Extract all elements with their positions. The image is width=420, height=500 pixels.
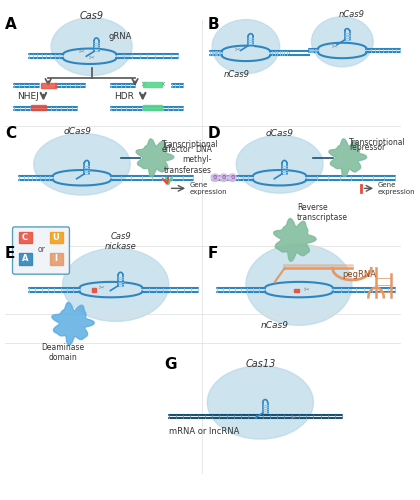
Text: Reverse
transcriptase: Reverse transcriptase [297, 202, 348, 222]
Text: DNA
methyl-
transferases: DNA methyl- transferases [164, 145, 212, 175]
Polygon shape [42, 83, 56, 87]
Text: ✂: ✂ [98, 284, 104, 290]
Text: U: U [52, 233, 59, 242]
Ellipse shape [312, 16, 373, 67]
Text: nCas9: nCas9 [223, 70, 249, 79]
Ellipse shape [63, 248, 169, 322]
Ellipse shape [212, 20, 280, 74]
Text: Cas9
nickase: Cas9 nickase [105, 232, 136, 251]
Text: Gene
expression: Gene expression [378, 182, 416, 195]
Text: dCas9: dCas9 [265, 129, 294, 138]
Text: nCas9: nCas9 [261, 322, 289, 330]
Text: dCas9: dCas9 [63, 128, 91, 136]
Text: ×: × [159, 81, 165, 87]
Text: Gene
expression: Gene expression [190, 182, 228, 195]
Polygon shape [143, 105, 162, 110]
Polygon shape [136, 139, 174, 177]
Text: ✂: ✂ [89, 55, 94, 61]
Circle shape [211, 174, 219, 182]
Circle shape [228, 174, 236, 182]
Polygon shape [143, 82, 162, 87]
Text: A: A [22, 254, 28, 263]
FancyBboxPatch shape [13, 227, 69, 274]
Text: repressor: repressor [349, 142, 385, 152]
Text: G: G [164, 357, 176, 372]
Polygon shape [52, 302, 94, 345]
Text: nCas9: nCas9 [339, 10, 365, 18]
Text: HDR: HDR [114, 92, 134, 101]
Text: D: D [207, 126, 220, 140]
Text: B: B [207, 16, 219, 32]
Polygon shape [92, 288, 97, 292]
Text: ⊖: ⊖ [221, 176, 226, 180]
Text: Cas9: Cas9 [79, 10, 104, 20]
Polygon shape [50, 253, 63, 264]
Text: E: E [5, 246, 15, 261]
Ellipse shape [246, 244, 352, 326]
Polygon shape [31, 105, 46, 110]
Polygon shape [294, 288, 299, 292]
Text: or: or [37, 244, 45, 254]
Ellipse shape [236, 136, 323, 193]
Text: F: F [207, 246, 218, 261]
Ellipse shape [207, 366, 313, 439]
Text: ✂: ✂ [291, 415, 297, 421]
Text: gRNA: gRNA [109, 32, 132, 42]
Text: ✂: ✂ [332, 44, 338, 50]
Text: ×: × [140, 81, 146, 87]
Text: ✂: ✂ [79, 50, 85, 56]
Text: Transcriptional: Transcriptional [349, 138, 406, 147]
Text: ⊖: ⊖ [213, 176, 217, 180]
Text: Transcriptional: Transcriptional [162, 140, 219, 149]
Text: ⊖: ⊖ [230, 176, 235, 180]
Ellipse shape [51, 18, 132, 76]
Polygon shape [329, 139, 367, 177]
Text: C: C [22, 233, 28, 242]
Polygon shape [274, 218, 316, 261]
Polygon shape [50, 232, 63, 243]
Text: Deaminase
domain: Deaminase domain [41, 342, 84, 362]
Text: ✂: ✂ [235, 48, 241, 54]
Circle shape [220, 174, 228, 182]
Text: NHEJ: NHEJ [17, 92, 39, 101]
Text: ✂: ✂ [304, 286, 310, 292]
Text: mRNA or lncRNA: mRNA or lncRNA [169, 426, 239, 436]
Text: pegRNA: pegRNA [342, 270, 376, 280]
Polygon shape [19, 253, 32, 264]
Text: C: C [5, 126, 16, 140]
Text: Cas13: Cas13 [245, 358, 276, 368]
Polygon shape [19, 232, 32, 243]
Text: A: A [5, 16, 16, 32]
Ellipse shape [34, 134, 130, 195]
Text: effector: effector [162, 144, 192, 154]
Text: I: I [55, 254, 58, 263]
